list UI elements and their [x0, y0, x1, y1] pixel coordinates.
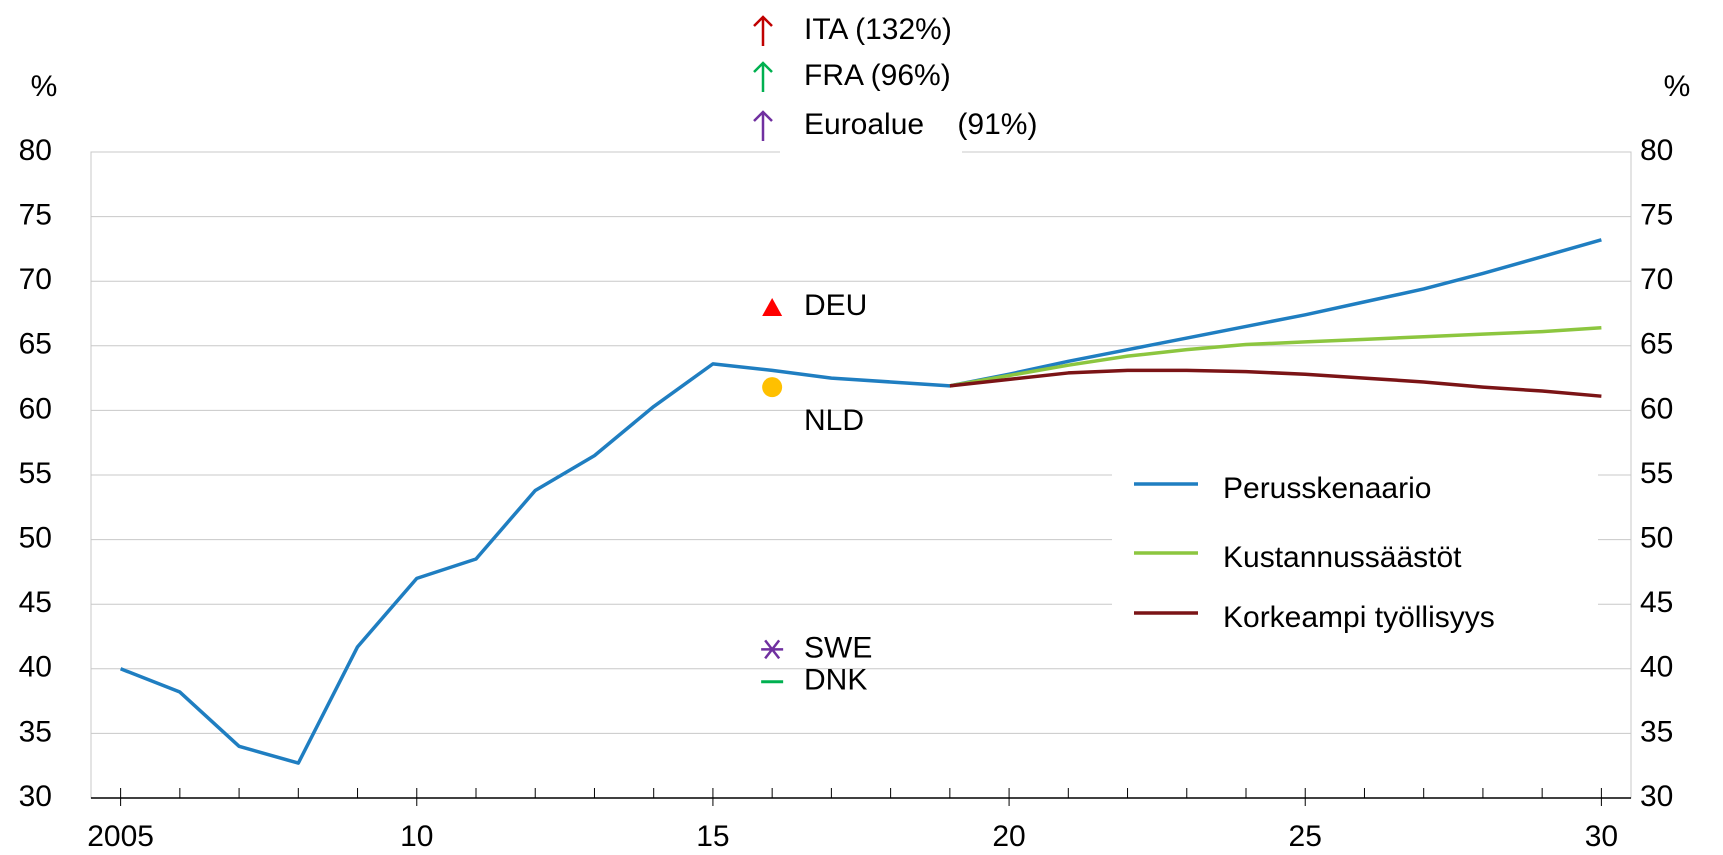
- series-line: [949, 368, 1602, 398]
- y-tick-label: 75: [19, 199, 52, 232]
- arrow-label: ITA (132%): [804, 13, 952, 46]
- x-tick-label: 2005: [87, 820, 154, 853]
- y-tick-label: 50: [19, 522, 52, 555]
- y2-tick-label: 50: [1640, 522, 1673, 555]
- legend-label: Perusskenaario: [1223, 472, 1431, 505]
- y-tick-label: 70: [19, 263, 52, 296]
- x-tick-label: 20: [992, 820, 1025, 853]
- y2-tick-label: 60: [1640, 392, 1673, 425]
- legend-label: Kustannussäästöt: [1223, 541, 1462, 574]
- x-tick-label: 15: [696, 820, 729, 853]
- y-tick-label: 80: [19, 134, 52, 167]
- y2-tick-label: 45: [1640, 586, 1673, 619]
- point-label: DEU: [804, 289, 867, 322]
- y-axis-label: %: [31, 70, 58, 103]
- x-tick-label: 10: [400, 820, 433, 853]
- x-tick-label: 30: [1585, 820, 1618, 853]
- arrow: [753, 61, 773, 92]
- series-line: [119, 238, 1602, 765]
- point-label: NLD: [804, 404, 864, 437]
- series-line: [949, 325, 1602, 388]
- y2-tick-label: 80: [1640, 134, 1673, 167]
- point-marker: [762, 298, 783, 317]
- y-tick-label: 35: [19, 715, 52, 748]
- y2-tick-label: 75: [1640, 199, 1673, 232]
- y2-tick-label: 70: [1640, 263, 1673, 296]
- arrow: [753, 15, 773, 46]
- point-label: SWE: [804, 631, 872, 664]
- point-label: DNK: [804, 664, 867, 697]
- legend-box: [1112, 466, 1598, 648]
- y2-tick-label: 40: [1640, 651, 1673, 684]
- y-tick-label: 55: [19, 457, 52, 490]
- x-tick-label: 25: [1289, 820, 1322, 853]
- arrow-label: FRA (96%): [804, 59, 951, 92]
- arrow: [753, 110, 773, 141]
- y-tick-label: 30: [19, 780, 52, 813]
- y-tick-label: 65: [19, 328, 52, 361]
- y2-tick-label: 55: [1640, 457, 1673, 490]
- y2-tick-label: 30: [1640, 780, 1673, 813]
- y-tick-label: 60: [19, 392, 52, 425]
- y2-axis-label: %: [1664, 70, 1691, 103]
- y2-tick-label: 65: [1640, 328, 1673, 361]
- arrow-label: Euroalue (91%): [804, 108, 1037, 141]
- point-marker: [761, 639, 784, 660]
- legend-label: Korkeampi työllisyys: [1223, 601, 1495, 634]
- y-tick-label: 40: [19, 651, 52, 684]
- y2-tick-label: 35: [1640, 715, 1673, 748]
- label-backdrop: [780, 100, 962, 160]
- point-marker: [762, 377, 783, 398]
- y-tick-label: 45: [19, 586, 52, 619]
